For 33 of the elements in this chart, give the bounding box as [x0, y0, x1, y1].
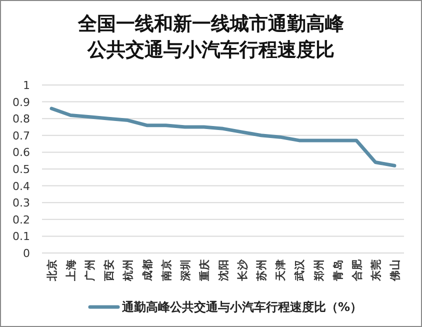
x-tick-label: 西安: [102, 259, 116, 282]
x-tick-label: 北京: [46, 259, 59, 282]
x-tick-label: 深圳: [178, 259, 192, 282]
x-tick-label: 佛山: [388, 259, 402, 282]
x-tick-label: 成都: [140, 259, 154, 282]
line-series: [50, 106, 396, 168]
y-tick-label: 0.2: [12, 213, 30, 226]
x-tick-label: 重庆: [198, 259, 211, 282]
y-tick-label: 1: [23, 79, 30, 92]
y-tick-label: 0: [23, 247, 30, 260]
x-tick-label: 武汉: [293, 258, 306, 282]
y-tick-label: 0.1: [12, 230, 30, 244]
chart-title: 全国一线和新一线城市通勤高峰公共交通与小汽车行程速度比: [77, 13, 345, 61]
x-tick-label: 杭州: [122, 259, 135, 282]
x-tick-label: 合肥: [350, 258, 364, 282]
x-tick-label: 青岛: [331, 259, 344, 282]
x-tick-label: 上海: [64, 259, 78, 282]
y-tick-label: 0.4: [12, 180, 30, 193]
x-tick-label: 南京: [160, 259, 173, 282]
x-tick-label: 广州: [84, 259, 97, 282]
y-tick-label: 0.8: [12, 112, 30, 126]
x-tick-label: 郑州: [312, 259, 326, 282]
x-tick-label: 沈阳: [217, 259, 230, 282]
y-tick-label: 0.6: [12, 146, 30, 160]
y-tick-label: 0.5: [12, 163, 30, 176]
y-tick-label: 0.7: [12, 129, 30, 142]
y-tick-label: 0.3: [12, 196, 30, 210]
y-tick-label: 0.9: [12, 96, 30, 109]
x-tick-label: 苏州: [255, 259, 268, 282]
x-tick-label: 长沙: [236, 258, 250, 282]
legend-label: 通勤高峰公共交通与小汽车行程速度比（%）: [121, 300, 362, 314]
x-tick-label: 东莞: [369, 259, 382, 282]
x-tick-label: 天津: [274, 259, 288, 282]
